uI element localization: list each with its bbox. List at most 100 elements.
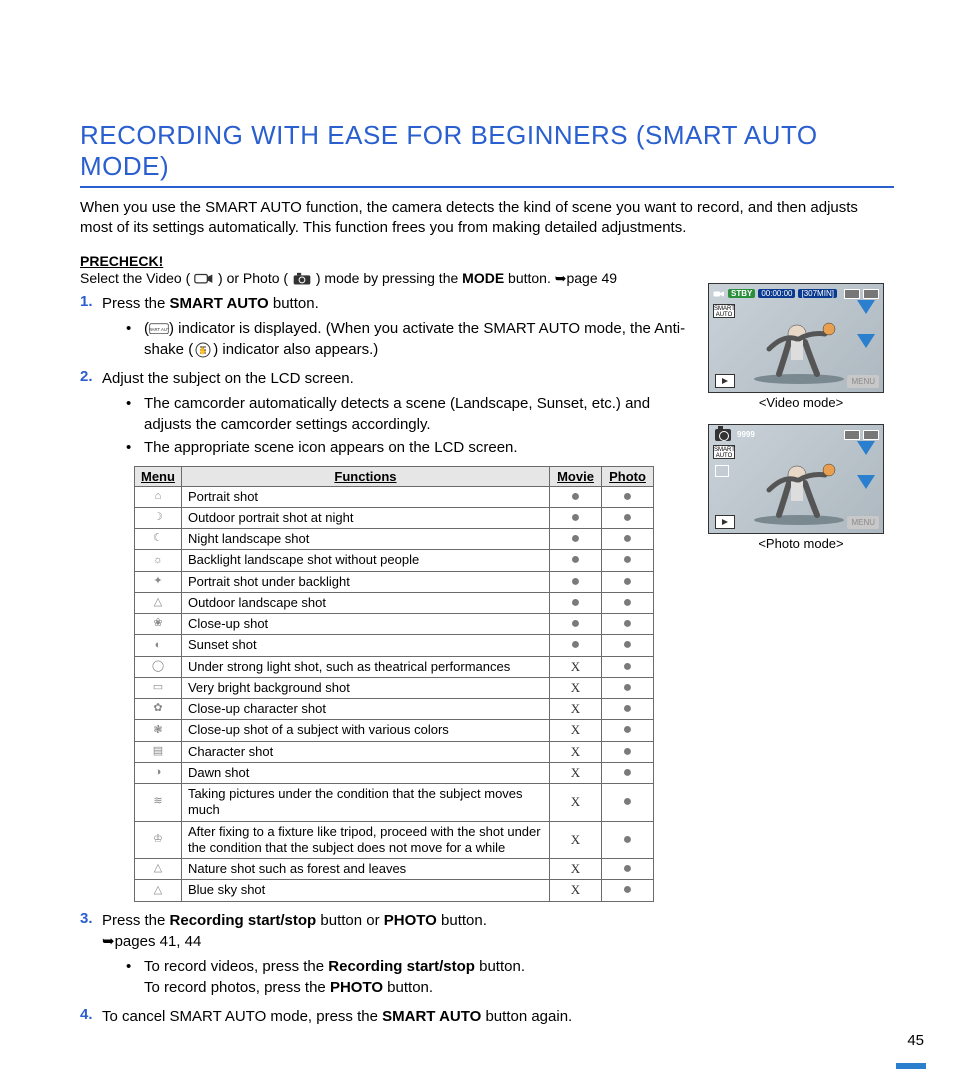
page-accent-bar <box>896 1063 926 1069</box>
menu-button: MENU <box>847 516 879 529</box>
anti-shake-icon: ✋ <box>193 343 213 357</box>
photo-mode-preview: 9999 SMARTAUTO MENU <box>708 424 884 534</box>
function-text: Very bright background shot <box>181 677 549 698</box>
scene-table: Menu Functions Movie Photo ⌂Portrait sho… <box>134 466 654 902</box>
remain-counter: [307MIN] <box>798 289 836 298</box>
table-row: ☼Backlight landscape shot without people… <box>135 550 654 571</box>
movie-mark: X <box>550 762 602 783</box>
precheck-label: PRECHECK! <box>80 253 163 269</box>
function-text: After fixing to a fixture like tripod, p… <box>181 821 549 859</box>
function-text: Close-up shot <box>181 614 549 635</box>
function-text: Close-up character shot <box>181 699 549 720</box>
movie-mark: X <box>550 859 602 880</box>
movie-mark: X <box>550 720 602 741</box>
scene-icon: ✿ <box>135 699 182 720</box>
photo-mark: ● <box>602 635 654 656</box>
function-text: Night landscape shot <box>181 529 549 550</box>
photo-mark: ● <box>602 720 654 741</box>
function-text: Dawn shot <box>181 762 549 783</box>
photo-mark: ● <box>602 762 654 783</box>
scene-icon: ⌂ <box>135 486 182 507</box>
function-text: Sunset shot <box>181 635 549 656</box>
pointer-icon <box>857 441 875 455</box>
step-4: 4. To cancel SMART AUTO mode, press the … <box>80 1006 690 1027</box>
scene-icon: △ <box>135 592 182 613</box>
scene-icon: ♔ <box>135 821 182 859</box>
photo-mark: ● <box>602 571 654 592</box>
storage-icon <box>863 289 879 299</box>
table-row: ▭Very bright background shotX● <box>135 677 654 698</box>
step-3: 3. Press the Recording start/stop button… <box>80 910 690 1000</box>
scene-icon: △ <box>135 859 182 880</box>
scene-icon: ☼ <box>135 550 182 571</box>
pointer-icon <box>857 334 875 348</box>
table-row: ◑Dawn shotX● <box>135 762 654 783</box>
photo-mark: ● <box>602 880 654 901</box>
scene-icon: ◑ <box>135 762 182 783</box>
function-text: Portrait shot <box>181 486 549 507</box>
movie-mark: ● <box>550 635 602 656</box>
step-number: 3. <box>80 910 102 1000</box>
photo-mark: ● <box>602 677 654 698</box>
function-text: Portrait shot under backlight <box>181 571 549 592</box>
photo-mark: ● <box>602 656 654 677</box>
playback-icon <box>715 515 735 529</box>
step-2: 2. Adjust the subject on the LCD screen.… <box>80 368 690 460</box>
function-text: Character shot <box>181 741 549 762</box>
step-number: 2. <box>80 368 102 460</box>
storage-icon <box>863 430 879 440</box>
photo-mode-icon <box>292 272 312 286</box>
movie-mark: X <box>550 784 602 822</box>
table-row: ◯Under strong light shot, such as theatr… <box>135 656 654 677</box>
photo-mark: ● <box>602 592 654 613</box>
photo-caption: <Photo mode> <box>708 536 894 551</box>
scene-icon: ✦ <box>135 571 182 592</box>
photo-mark: ● <box>602 507 654 528</box>
photo-mark: ● <box>602 821 654 859</box>
menu-button: MENU <box>847 375 879 388</box>
table-row: ▤Character shotX● <box>135 741 654 762</box>
stby-badge: STBY <box>728 289 755 298</box>
movie-mark: ● <box>550 507 602 528</box>
movie-mark: ● <box>550 592 602 613</box>
function-text: Under strong light shot, such as theatri… <box>181 656 549 677</box>
function-text: Outdoor portrait shot at night <box>181 507 549 528</box>
movie-mark: ● <box>550 614 602 635</box>
pointer-icon <box>857 300 875 314</box>
photo-mark: ● <box>602 741 654 762</box>
video-mode-icon <box>194 272 214 286</box>
function-text: Outdoor landscape shot <box>181 592 549 613</box>
precheck-text: Select the Video ( ) or Photo ( ) mode b… <box>80 270 617 286</box>
scene-icon: ▤ <box>135 741 182 762</box>
table-row: ☽Outdoor portrait shot at night●● <box>135 507 654 528</box>
photo-mark: ● <box>602 614 654 635</box>
auto-badge-icon: SMARTAUTO <box>713 304 735 318</box>
photo-mark: ● <box>602 784 654 822</box>
col-movie: Movie <box>550 466 602 486</box>
movie-mark: ● <box>550 571 602 592</box>
scene-icon: ◯ <box>135 656 182 677</box>
function-text: Taking pictures under the condition that… <box>181 784 549 822</box>
scene-icon: ☾ <box>135 529 182 550</box>
time-counter: 00:00:00 <box>758 289 795 298</box>
photo-mark: ● <box>602 529 654 550</box>
page-title: RECORDING WITH EASE FOR BEGINNERS (SMART… <box>80 120 894 188</box>
subject-figure-icon <box>749 314 849 384</box>
photo-count: 9999 <box>737 430 755 439</box>
svg-text:SMART AUTO: SMART AUTO <box>149 327 169 332</box>
function-text: Backlight landscape shot without people <box>181 550 549 571</box>
subject-figure-icon <box>749 455 849 525</box>
table-row: △Nature shot such as forest and leavesX● <box>135 859 654 880</box>
svg-text:✋: ✋ <box>199 346 208 355</box>
movie-mark: X <box>550 880 602 901</box>
video-icon <box>713 289 725 299</box>
playback-icon <box>715 374 735 388</box>
movie-mark: X <box>550 677 602 698</box>
table-row: ≋Taking pictures under the condition tha… <box>135 784 654 822</box>
bullet-icon: • <box>126 318 144 360</box>
battery-icon <box>844 289 860 299</box>
function-text: Blue sky shot <box>181 880 549 901</box>
table-row: △Blue sky shotX● <box>135 880 654 901</box>
movie-mark: X <box>550 699 602 720</box>
col-menu: Menu <box>135 466 182 486</box>
